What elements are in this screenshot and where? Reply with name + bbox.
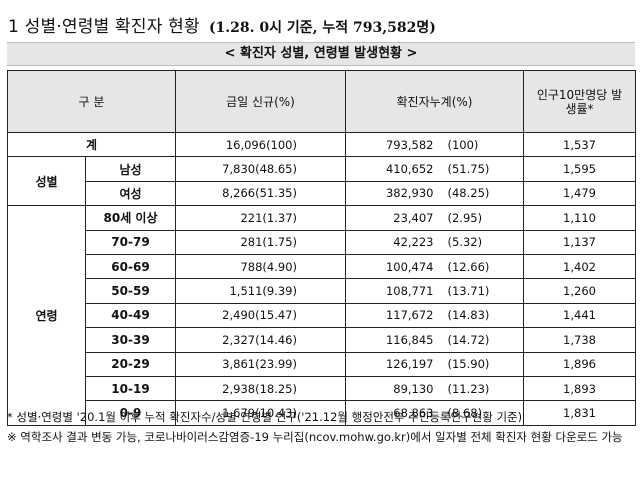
- header-category: 구 분: [7, 70, 176, 133]
- row-label: 남성: [85, 156, 176, 182]
- cell-today: 221(1.37): [175, 205, 346, 231]
- table-row: 30-39 2,327(14.46) 116,845 (14.72) 1,738: [8, 327, 636, 353]
- row-label: 여성: [85, 180, 176, 207]
- cell-today: 3,861(23.99): [175, 351, 346, 377]
- table-row: 0-9 1,679(10.43) 68,863 (8.68) 1,831: [8, 400, 636, 426]
- cell-today: 281(1.75): [175, 229, 346, 255]
- table-row: 여성 8,266(51.35) 382,930 (48.25) 1,479: [8, 180, 636, 207]
- cell-rate: 1,479: [523, 180, 636, 207]
- table-row: 성별 남성 7,830(48.65) 410,652 (51.75) 1,595: [7, 156, 636, 207]
- cell-cumulative: 89,130 (11.23): [345, 375, 524, 402]
- row-label: 50-59: [85, 278, 176, 304]
- cell-rate: 1,441: [523, 302, 636, 329]
- cases-table: 구 분 금일 신규(%) 확진자누계(%) 인구10만명당 발생률* 계 16,…: [7, 70, 636, 426]
- cell-cumulative: 126,197 (15.90): [345, 351, 524, 377]
- total-label: 계: [7, 131, 176, 158]
- cell-cumulative: 382,930 (48.25): [345, 180, 524, 207]
- header-cumulative: 확진자누계(%): [345, 70, 524, 133]
- cell-cumulative: 108,771 (13.71): [345, 278, 524, 304]
- cell-today: 788(4.90): [175, 253, 346, 280]
- cell-today: 1,511(9.39): [175, 278, 346, 304]
- cell-rate: 1,595: [523, 156, 636, 182]
- row-label: 60-69: [85, 253, 176, 280]
- cell-today: 2,490(15.47): [175, 302, 346, 329]
- heading-title: 1 성별·연령별 확진자 현황: [8, 17, 200, 37]
- table-row-total: 계 16,096(100) 793,582 (100) 1,537: [7, 131, 636, 158]
- row-group-label: 연령: [7, 205, 86, 426]
- table-title-band: < 확진자 성별, 연령별 발생현황 >: [7, 42, 635, 66]
- cell-rate: 1,738: [523, 327, 636, 353]
- table-row: 20-29 3,861(23.99) 126,197 (15.90) 1,896: [8, 351, 636, 377]
- table-row: 50-59 1,511(9.39) 108,771 (13.71) 1,260: [8, 278, 636, 304]
- table-row: 40-49 2,490(15.47) 117,672 (14.83) 1,441: [8, 302, 636, 329]
- footnote-1: * 성별·연령별 '20.1월 이후 누적 확진자수/성별·연령별 인구('21…: [7, 410, 523, 424]
- footnotes: * 성별·연령별 '20.1월 이후 누적 확진자수/성별·연령별 인구('21…: [7, 407, 637, 447]
- cell-rate: 1,260: [523, 278, 636, 304]
- cell-rate: 1,110: [523, 205, 636, 231]
- cell-rate: 1,137: [523, 229, 636, 255]
- row-label: 70-79: [85, 229, 176, 255]
- row-label: 20-29: [85, 351, 176, 377]
- row-label: 0-9: [85, 400, 176, 426]
- row-group-label: 성별: [7, 156, 86, 207]
- total-rate: 1,537: [523, 131, 636, 158]
- footnote-2: ※ 역학조사 결과 변동 가능, 코로나바이러스감염증-19 누리집(ncov.…: [7, 430, 623, 444]
- cell-today: 2,938(18.25): [175, 375, 346, 402]
- table-row: 60-69 788(4.90) 100,474 (12.66) 1,402: [8, 253, 636, 280]
- cell-cumulative: 116,845 (14.72): [345, 327, 524, 353]
- header-rate: 인구10만명당 발생률*: [523, 70, 636, 133]
- table-header-row: 구 분 금일 신규(%) 확진자누계(%) 인구10만명당 발생률*: [7, 70, 636, 133]
- cell-today: 1,679(10.43): [175, 400, 346, 426]
- row-label: 40-49: [85, 302, 176, 329]
- cell-rate: 1,896: [523, 351, 636, 377]
- cell-cumulative: 100,474 (12.66): [345, 253, 524, 280]
- cell-cumulative: 410,652 (51.75): [345, 156, 524, 182]
- total-today: 16,096(100): [175, 131, 346, 158]
- table-row: 10-19 2,938(18.25) 89,130 (11.23) 1,893: [8, 375, 636, 402]
- cell-rate: 1,893: [523, 375, 636, 402]
- cell-today: 2,327(14.46): [175, 327, 346, 353]
- total-cumulative: 793,582 (100): [345, 131, 524, 158]
- cell-today: 8,266(51.35): [175, 180, 346, 207]
- cell-cumulative: 117,672 (14.83): [345, 302, 524, 329]
- header-today: 금일 신규(%): [175, 70, 346, 133]
- cell-cumulative: 42,223 (5.32): [345, 229, 524, 255]
- cell-rate: 1,402: [523, 253, 636, 280]
- cell-rate: 1,831: [523, 400, 636, 426]
- row-label: 30-39: [85, 327, 176, 353]
- cell-cumulative: 23,407 (2.95): [345, 205, 524, 231]
- row-label: 80세 이상: [85, 205, 176, 231]
- row-label: 10-19: [85, 375, 176, 402]
- table-row: 연령 80세 이상 221(1.37) 23,407 (2.95) 1,110: [7, 205, 636, 426]
- table-row: 70-79 281(1.75) 42,223 (5.32) 1,137: [8, 229, 636, 255]
- section-heading: 1 성별·연령별 확진자 현황 (1.28. 0시 기준, 누적 793,582…: [8, 12, 436, 37]
- cell-today: 7,830(48.65): [175, 156, 346, 182]
- heading-subtitle: (1.28. 0시 기준, 누적 793,582명): [208, 20, 436, 36]
